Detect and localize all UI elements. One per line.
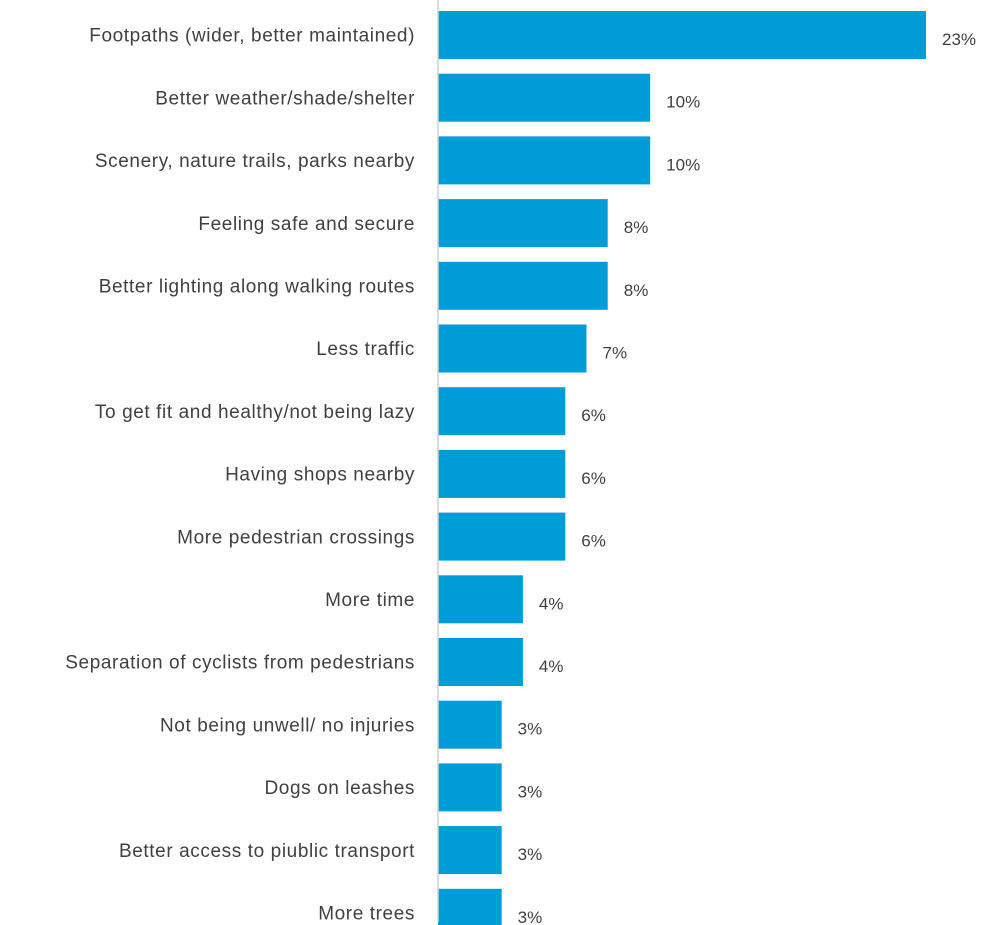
category-label: Separation of cyclists from pedestrians xyxy=(65,653,415,674)
bar xyxy=(438,387,566,436)
value-label: 8% xyxy=(624,218,649,237)
value-label: 6% xyxy=(581,532,606,551)
category-label: Scenery, nature trails, parks nearby xyxy=(95,151,415,172)
value-label: 23% xyxy=(942,30,976,49)
category-labels-group: Footpaths (wider, better maintained) Bett… xyxy=(65,26,415,925)
bars-group xyxy=(438,11,926,925)
category-label: Better weather/shade/shelter xyxy=(155,88,415,109)
value-label: 4% xyxy=(539,657,564,676)
bar xyxy=(438,449,566,498)
category-label: More pedestrian crossings xyxy=(177,527,415,548)
value-labels-group: 23% 10% 10% 8% 8% 7% 6% 6% 6% 4% 4% 3% 3% 3% 3% xyxy=(518,30,976,925)
bar xyxy=(438,888,502,925)
category-label: Having shops nearby xyxy=(225,465,415,486)
bar xyxy=(438,11,926,59)
bar xyxy=(438,700,502,749)
value-label: 3% xyxy=(518,845,543,864)
bar xyxy=(438,199,608,248)
category-label: To get fit and healthy/not being lazy xyxy=(95,402,415,423)
category-label: Feeling safe and secure xyxy=(198,214,415,235)
value-label: 3% xyxy=(518,782,543,801)
category-label: Less traffic xyxy=(316,339,415,360)
bar xyxy=(438,261,608,310)
bar xyxy=(438,324,587,373)
category-label: Better lighting along walking routes xyxy=(99,276,415,297)
value-label: 6% xyxy=(581,406,606,425)
value-label: 4% xyxy=(539,594,564,613)
value-label: 10% xyxy=(666,93,700,112)
category-label: Footpaths (wider, better maintained) xyxy=(89,26,415,47)
value-label: 6% xyxy=(581,469,606,488)
bar xyxy=(438,638,523,686)
bar xyxy=(438,73,651,122)
value-label: 10% xyxy=(666,155,700,174)
bar xyxy=(438,512,566,561)
value-label: 8% xyxy=(624,281,649,300)
category-label: Better access to piublic transport xyxy=(119,841,415,862)
category-label: Not being unwell/ no injuries xyxy=(160,715,415,736)
value-label: 3% xyxy=(518,908,543,925)
category-label: Dogs on leashes xyxy=(264,778,415,799)
bar xyxy=(438,136,651,185)
bar xyxy=(438,826,502,875)
value-label: 7% xyxy=(603,343,628,362)
category-label: More trees xyxy=(318,903,415,924)
bar xyxy=(438,575,523,624)
category-label: More time xyxy=(325,590,415,611)
value-label: 3% xyxy=(518,720,543,739)
bar xyxy=(438,763,502,812)
